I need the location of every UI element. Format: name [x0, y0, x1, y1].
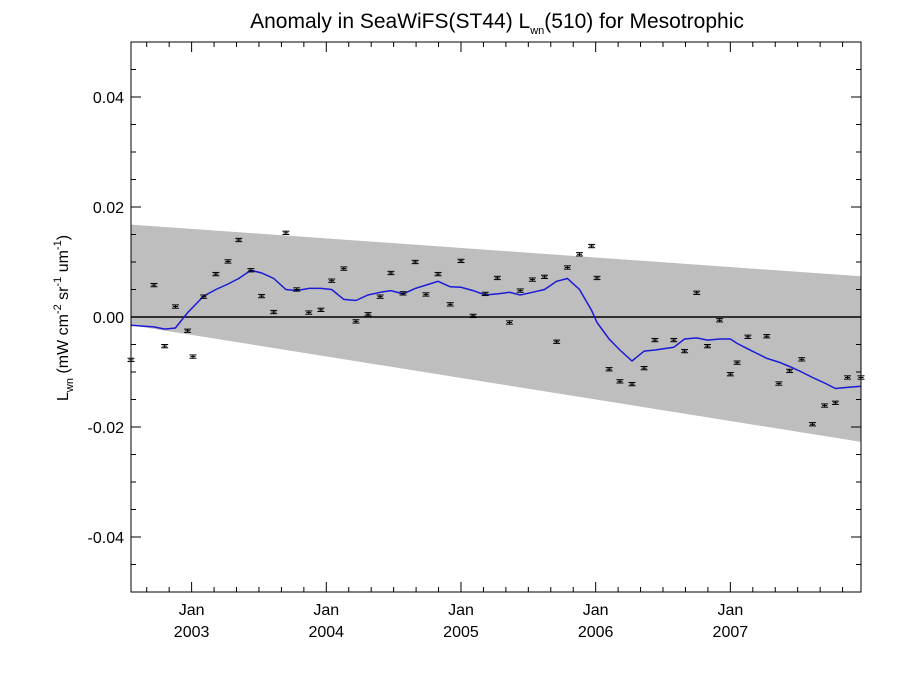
ylabel-mid2: um: [55, 250, 72, 277]
errorbar-point: [293, 287, 301, 292]
x-tick-month: Jan: [179, 602, 205, 619]
errorbar-point: [588, 243, 596, 249]
ylabel-exp3: -1: [52, 240, 64, 250]
errorbar-point: [161, 344, 169, 349]
errorbar-point: [831, 400, 839, 405]
ylabel-close: ): [55, 235, 72, 240]
errorbar-point: [457, 258, 465, 264]
errorbar-point: [563, 265, 571, 270]
uncertainty-band: [131, 224, 861, 442]
title-prefix: Anomaly in SeaWiFS(ST44) L: [250, 10, 530, 33]
errorbar-point: [224, 259, 232, 264]
title-subscript: wn: [529, 25, 544, 37]
errorbar-point: [340, 266, 348, 271]
errorbar-point: [200, 294, 208, 299]
errorbar-point: [798, 357, 806, 362]
x-tick-month: Jan: [583, 602, 609, 619]
errorbar-point: [270, 309, 278, 315]
errorbar-point: [352, 319, 360, 324]
errorbar-point: [726, 372, 734, 377]
x-tick-year: 2007: [713, 624, 749, 641]
line-path: [130, 269, 862, 390]
y-axis-label: Lwn (mW cm-2 sr-1 um-1): [52, 235, 76, 401]
errorbar-point: [235, 237, 243, 243]
errorbar-point: [493, 275, 501, 281]
errorbar-point: [809, 422, 817, 427]
errorbar-point: [328, 278, 336, 283]
errorbar-point: [703, 344, 711, 349]
ylabel-subscript: wn: [64, 378, 76, 393]
errorbar-point: [481, 291, 489, 297]
errorbar-point: [540, 274, 548, 279]
ylabel-main: L: [55, 392, 72, 401]
x-tick-month: Jan: [313, 602, 339, 619]
errorbar-point: [212, 271, 220, 277]
ylabel-exp2: -1: [52, 277, 64, 287]
x-tick-year: 2005: [443, 624, 479, 641]
errorbar-point: [775, 381, 783, 386]
errorbar-point: [670, 337, 678, 343]
ylabel-mid1: sr: [55, 286, 72, 304]
errorbar-point: [516, 288, 524, 293]
y-tick-label: 0.02: [93, 200, 124, 217]
errorbar-point: [763, 334, 771, 339]
errorbar-point: [469, 313, 477, 319]
title-suffix: (510) for Mesotrophic: [544, 10, 744, 33]
errorbar-point: [733, 360, 741, 365]
y-tick-label: 0.04: [93, 90, 124, 107]
errorbar-point: [387, 270, 395, 276]
x-tick-month: Jan: [448, 602, 474, 619]
errorbar-point: [576, 252, 584, 257]
errorbar-point: [171, 304, 179, 309]
errorbar-point: [605, 367, 613, 372]
ylabel-unit-open: (mW cm: [55, 314, 72, 378]
errorbar-point: [446, 302, 454, 307]
errorbar-point: [821, 403, 829, 408]
errorbar-point: [616, 379, 624, 384]
errorbar-point: [364, 312, 372, 317]
errorbar-point: [434, 271, 442, 277]
errorbar-point: [693, 290, 701, 295]
ylabel-exp1: -2: [52, 304, 64, 314]
errorbar-point: [376, 294, 384, 299]
x-tick-year: 2004: [308, 624, 344, 641]
errorbar-point: [651, 337, 659, 343]
x-axis: Jan 2003 Jan 2004 Jan 2005 Jan 2006 Jan 2007: [146, 42, 844, 641]
errorbar-point: [305, 310, 313, 315]
errorbar-point: [640, 366, 648, 371]
errorbar-point: [317, 307, 325, 312]
chart-title: Anomaly in SeaWiFS(ST44) Lwn(510) for Me…: [250, 10, 744, 37]
errorbar-point: [744, 334, 752, 339]
x-tick-month: Jan: [717, 602, 743, 619]
band-polygon: [131, 224, 861, 442]
errorbar-point: [258, 293, 266, 299]
y-axis: -0.04 -0.02 0.00 0.02 0.04: [88, 41, 861, 593]
errorbar-point: [422, 292, 430, 297]
y-tick-label: 0.00: [93, 310, 124, 327]
errorbar-point: [716, 318, 724, 323]
y-tick-label: -0.02: [88, 420, 125, 437]
errorbar-point: [150, 282, 158, 288]
errorbar-point: [786, 368, 794, 374]
errorbar-point: [593, 275, 601, 281]
smoothed-line-series: [130, 269, 862, 390]
errorbar-point: [247, 268, 255, 273]
errorbar-series: [127, 230, 865, 427]
errorbar-point: [411, 259, 419, 265]
errorbar-point: [189, 354, 197, 359]
errorbar-point: [844, 375, 852, 380]
errorbar-point: [553, 339, 561, 344]
x-tick-year: 2006: [578, 624, 614, 641]
errorbar-point: [628, 381, 636, 387]
errorbar-point: [282, 230, 290, 235]
errorbar-point: [681, 348, 689, 354]
errorbar-point: [399, 291, 407, 296]
y-tick-label: -0.04: [88, 530, 125, 547]
x-tick-year: 2003: [174, 624, 210, 641]
errorbar-point: [505, 320, 513, 325]
errorbar-point: [528, 277, 536, 282]
errorbar-point: [184, 328, 192, 333]
